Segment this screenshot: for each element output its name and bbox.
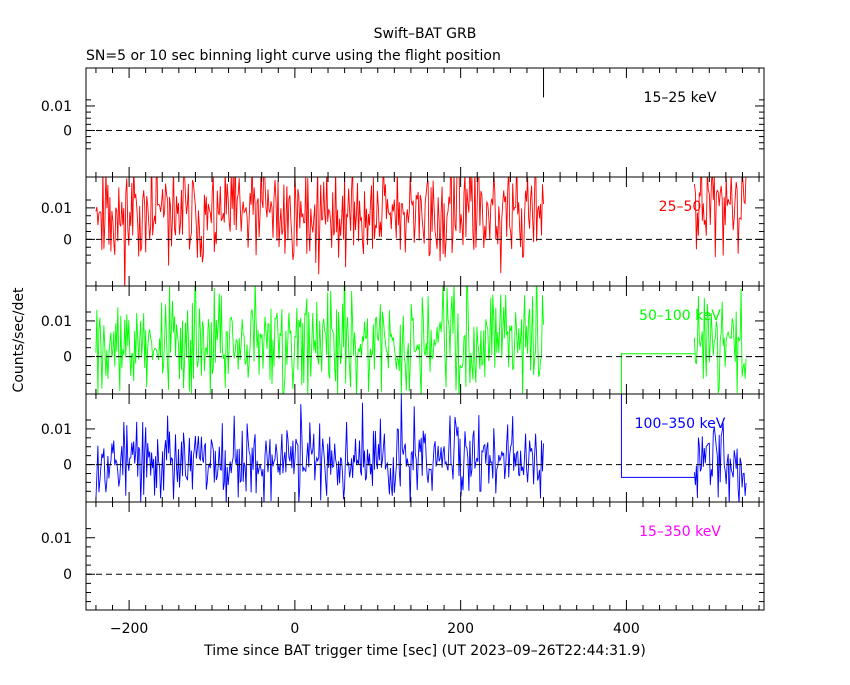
band-label: 50–100 keV [639,308,721,324]
panel-frame [85,501,765,611]
y-tick-label: 0.01 [41,422,72,438]
panel-frame [85,67,765,178]
panel-4: 0.01 0 100–350 keV [41,393,765,503]
band-label: 25–50 [659,199,702,215]
x-tick-label: 0 [290,621,299,637]
panel-3: 0.01 0 50–100 keV [41,285,765,395]
panel-frame [85,285,765,395]
band-label: 100–350 keV [635,416,726,432]
x-tick-label: 200 [447,621,474,637]
panel-frame [85,393,765,503]
series-line-segment [95,177,544,286]
y-tick-label: 0 [63,232,72,248]
y-tick-label: 0.01 [41,531,72,547]
band-label: 15–25 keV [644,90,717,106]
y-tick-label: 0 [63,123,72,139]
y-tick-label: 0.01 [41,314,72,330]
panel-2: 0.01 0 25–50 [41,176,765,287]
y-tick-label: 0 [63,350,72,366]
x-axis-label: Time since BAT trigger time [sec] (UT 20… [203,643,646,659]
y-tick-label: 0.01 [41,201,72,217]
series-line-segment [95,394,544,502]
series-line-segment [693,423,747,502]
curve-group [95,177,747,286]
x-tick-label: 400 [613,621,640,637]
y-axis-label: Counts/sec/det [11,287,27,392]
curve-group [95,286,747,394]
chart-subtitle: SN=5 or 10 sec binning light curve using… [86,48,501,64]
series-line-segment [95,286,544,394]
y-tick-label: 0 [63,458,72,474]
chart-title: Swift–BAT GRB [374,26,477,42]
curve-group [95,394,747,502]
series-line-segment [693,177,747,258]
outline-box [620,353,695,395]
y-tick-label: 0 [63,567,72,583]
band-label: 15–350 keV [639,524,721,540]
x-tick-label: −200 [110,621,148,637]
series-line-segment [693,288,747,394]
y-tick-label: 0.01 [41,99,72,115]
panel-5: 0.01 0 15–350 keV [41,501,765,611]
panel-1: 0.01 0 15–25 keV [41,67,765,178]
